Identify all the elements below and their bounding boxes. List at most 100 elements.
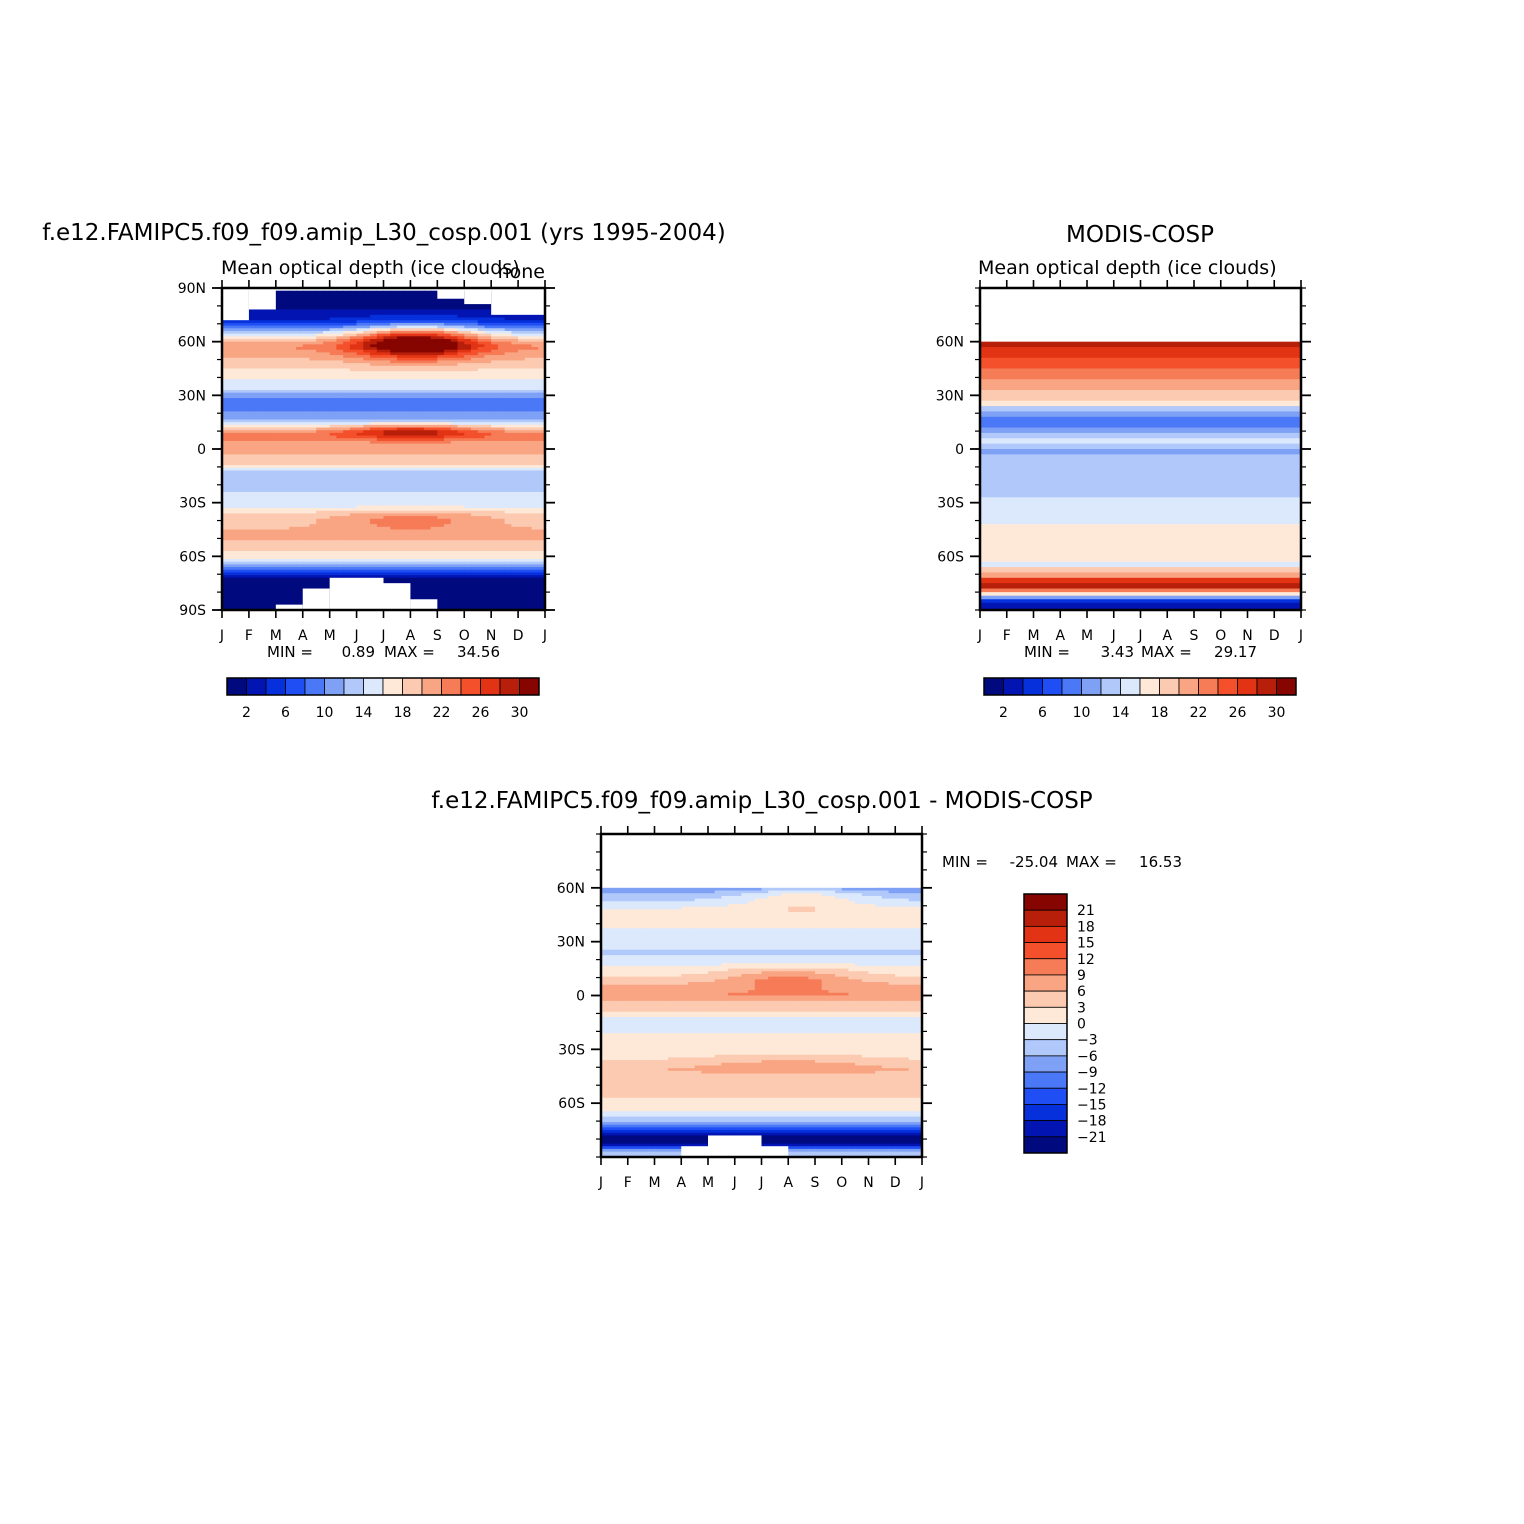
- field-cell: [322, 449, 331, 453]
- field-cell: [444, 427, 452, 431]
- field-cell: [450, 430, 459, 434]
- field-cell: [329, 440, 337, 445]
- field-cell: [343, 486, 351, 490]
- field-cell: [222, 416, 230, 421]
- field-cell: [262, 521, 270, 525]
- field-cell: [524, 489, 533, 493]
- field-cell: [262, 360, 270, 364]
- field-cell: [444, 470, 452, 474]
- field-cell: [228, 567, 237, 571]
- field-cell: [511, 537, 519, 541]
- field-cell: [343, 550, 351, 555]
- field-cell: [302, 510, 311, 514]
- field-cell: [477, 521, 486, 525]
- field-cell: [296, 548, 304, 552]
- field-cell: [275, 559, 284, 563]
- field-cell: [484, 564, 492, 568]
- field-cell: [444, 537, 452, 541]
- field-cell: [343, 521, 351, 525]
- field-cell: [491, 513, 499, 517]
- field-cell: [309, 406, 317, 410]
- field-cell: [356, 411, 364, 415]
- field-cell: [430, 473, 438, 477]
- field-cell: [370, 446, 378, 450]
- field-cell: [289, 387, 297, 391]
- field-cell: [222, 454, 230, 458]
- field-cell: [497, 508, 506, 512]
- field-cell: [504, 497, 512, 501]
- field-cell: [410, 296, 418, 300]
- field-cell: [349, 457, 358, 461]
- field-cell: [248, 502, 257, 506]
- field-cell: [511, 349, 519, 353]
- field-cell: [296, 457, 304, 461]
- field-cell: [356, 529, 364, 533]
- field-cell: [282, 419, 290, 423]
- field-cell: [504, 355, 512, 359]
- field-cell: [457, 462, 465, 466]
- field-cell: [484, 438, 492, 442]
- field-cell: [383, 392, 391, 396]
- field-cell: [531, 424, 539, 429]
- field-cell: [484, 371, 492, 375]
- field-cell: [450, 352, 459, 356]
- field-cell: [376, 443, 385, 447]
- field-cell: [255, 387, 263, 391]
- field-cell: [524, 481, 533, 485]
- field-cell: [450, 435, 459, 439]
- field-cell: [255, 427, 263, 431]
- field-cell: [282, 328, 290, 332]
- field-cell: [242, 475, 250, 480]
- field-cell: [370, 486, 378, 490]
- field-cell: [464, 510, 472, 514]
- field-cell: [524, 497, 533, 501]
- field-cell: [457, 513, 465, 517]
- field-cell: [336, 360, 344, 364]
- field-cell: [376, 376, 385, 380]
- field-cell: [464, 508, 472, 512]
- field-cell: [450, 494, 459, 498]
- field-cell: [518, 341, 526, 345]
- field-cell: [269, 414, 277, 418]
- field-cell: [329, 301, 337, 305]
- field-cell: [309, 548, 317, 552]
- field-cell: [497, 419, 506, 423]
- field-cell: [296, 422, 304, 426]
- field-cell: [450, 328, 459, 332]
- field-cell: [470, 304, 479, 308]
- field-cell: [417, 567, 425, 571]
- field-cell: [255, 333, 263, 337]
- field-cell: [524, 398, 533, 402]
- field-cell: [329, 384, 337, 388]
- field-cell: [289, 513, 297, 517]
- field-cell: [477, 497, 486, 501]
- field-cell: [396, 336, 405, 340]
- field-cell: [484, 330, 492, 335]
- field-cell: [248, 333, 257, 337]
- field-cell: [255, 317, 263, 321]
- field-cell: [356, 524, 364, 528]
- field-cell: [524, 314, 533, 319]
- field-cell: [322, 341, 331, 345]
- field-cell: [383, 411, 391, 415]
- field-cell: [464, 368, 472, 372]
- field-cell: [417, 352, 425, 356]
- field-cell: [356, 497, 364, 501]
- field-cell: [477, 389, 486, 394]
- field-cell: [477, 360, 486, 364]
- field-cell: [504, 567, 512, 571]
- field-cell: [450, 529, 459, 533]
- field-cell: [228, 371, 237, 375]
- field-cell: [376, 328, 385, 332]
- field-cell: [511, 489, 519, 493]
- field-cell: [450, 392, 459, 396]
- field-cell: [376, 304, 385, 308]
- field-cell: [524, 389, 533, 394]
- field-cell: [322, 459, 331, 464]
- field-cell: [255, 451, 263, 455]
- field-cell: [410, 290, 418, 294]
- field-cell: [302, 462, 311, 466]
- field-cell: [370, 508, 378, 512]
- field-cell: [322, 406, 331, 410]
- field-cell: [437, 540, 445, 544]
